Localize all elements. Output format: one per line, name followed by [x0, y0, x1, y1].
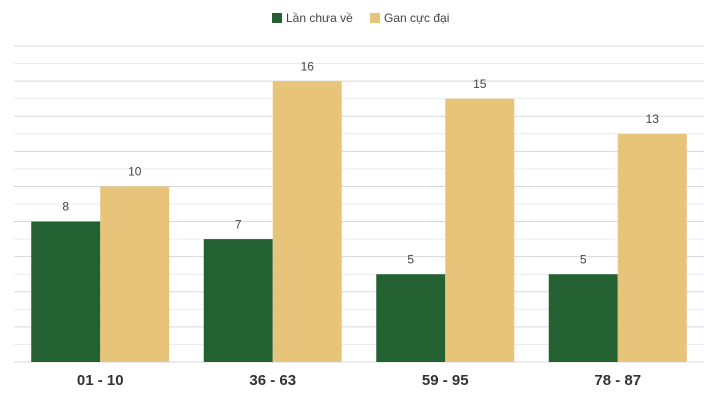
- data-label: 13: [646, 112, 660, 126]
- data-label: 5: [407, 252, 414, 266]
- bar: [548, 274, 618, 362]
- data-label: 10: [128, 165, 142, 179]
- legend-swatch: [370, 13, 380, 23]
- bar: [31, 221, 101, 362]
- bar: [100, 186, 170, 362]
- bar: [617, 133, 687, 362]
- data-label: 7: [235, 217, 242, 231]
- legend-swatch: [272, 13, 282, 23]
- bar: [203, 239, 273, 362]
- data-label: 5: [580, 252, 587, 266]
- bar: [445, 98, 515, 363]
- x-tick-label: 78 - 87: [594, 372, 641, 389]
- legend-label: Gan cực đại: [384, 11, 449, 25]
- x-tick-label: 36 - 63: [249, 372, 296, 389]
- data-label: 15: [473, 77, 487, 91]
- data-label: 8: [62, 200, 69, 214]
- bar: [272, 81, 342, 362]
- x-tick-label: 59 - 95: [422, 372, 469, 389]
- x-tick-label: 01 - 10: [77, 372, 124, 389]
- bar: [376, 274, 446, 362]
- legend-label: Lần chưa về: [286, 11, 353, 25]
- data-label: 16: [301, 59, 315, 73]
